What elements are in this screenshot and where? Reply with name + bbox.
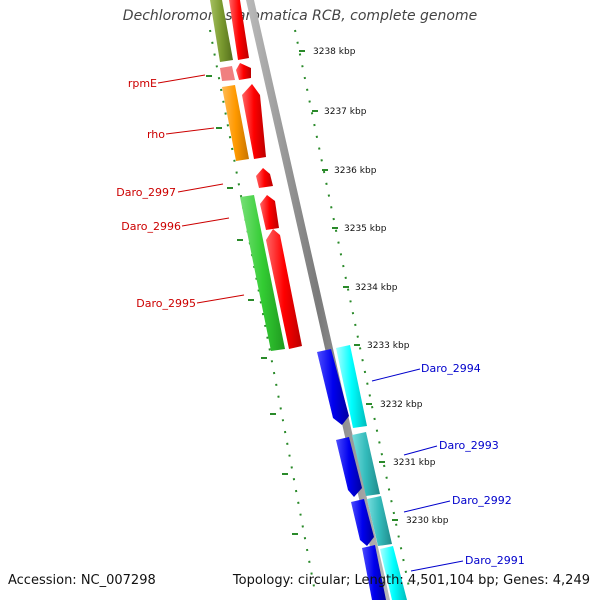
tick-label: 3234 kbp <box>355 283 398 293</box>
gene-arrow-reverse <box>256 168 273 188</box>
cog-block <box>380 546 407 600</box>
gene-arrow-reverse <box>260 195 279 230</box>
gene-arrow-reverse <box>266 229 302 349</box>
leader-lines-left <box>157 74 245 304</box>
accession-text: Accession: NC_007298 <box>8 573 156 588</box>
tick-label: 3230 kbp <box>406 516 449 526</box>
cog-block <box>222 85 249 161</box>
leader-lines-right <box>371 368 464 572</box>
inner-dotted-ring <box>209 29 316 593</box>
genome-summary-text: Topology: circular; Length: 4,501,104 bp… <box>232 573 590 588</box>
gene-label-daro-2995[interactable]: Daro_2995 <box>136 297 196 310</box>
gene-label-daro-2992[interactable]: Daro_2992 <box>452 494 512 507</box>
cog-block <box>336 345 367 428</box>
cog-block <box>220 66 235 81</box>
cog-block <box>210 0 233 62</box>
gene-label-rho[interactable]: rho <box>147 128 165 141</box>
gene-label-daro-2996[interactable]: Daro_2996 <box>121 220 181 233</box>
gene-arrow-forward <box>317 349 349 425</box>
backbone <box>246 0 390 600</box>
cog-block <box>352 432 380 496</box>
gene-arrow-reverse <box>229 0 249 60</box>
tick-label: 3235 kbp <box>344 224 387 234</box>
cog-block <box>240 195 285 351</box>
gene-arrow-reverse <box>242 84 266 159</box>
gene-arrow-forward <box>351 499 374 546</box>
tick-label: 3236 kbp <box>334 166 377 176</box>
gene-label-daro-2991[interactable]: Daro_2991 <box>465 554 525 567</box>
map-title: Dechloromonas aromatica RCB, complete ge… <box>122 8 478 24</box>
tick-marks <box>299 50 398 521</box>
cog-block <box>367 496 392 546</box>
tick-label: 3232 kbp <box>380 400 423 410</box>
gene-arrow-reverse <box>236 63 251 80</box>
tick-label: 3233 kbp <box>367 341 410 351</box>
tick-label: 3238 kbp <box>313 47 356 57</box>
gene-arrow-forward <box>336 437 362 497</box>
gene-label-rpmE[interactable]: rpmE <box>128 77 157 90</box>
gene-arrow-forward <box>362 545 386 600</box>
inner-tick-marks <box>206 75 298 535</box>
tick-label: 3237 kbp <box>324 107 367 117</box>
gene-label-daro-2997[interactable]: Daro_2997 <box>116 186 176 199</box>
gene-label-daro-2993[interactable]: Daro_2993 <box>439 439 499 452</box>
gene-label-daro-2994[interactable]: Daro_2994 <box>421 362 481 375</box>
tick-label: 3231 kbp <box>393 458 436 468</box>
